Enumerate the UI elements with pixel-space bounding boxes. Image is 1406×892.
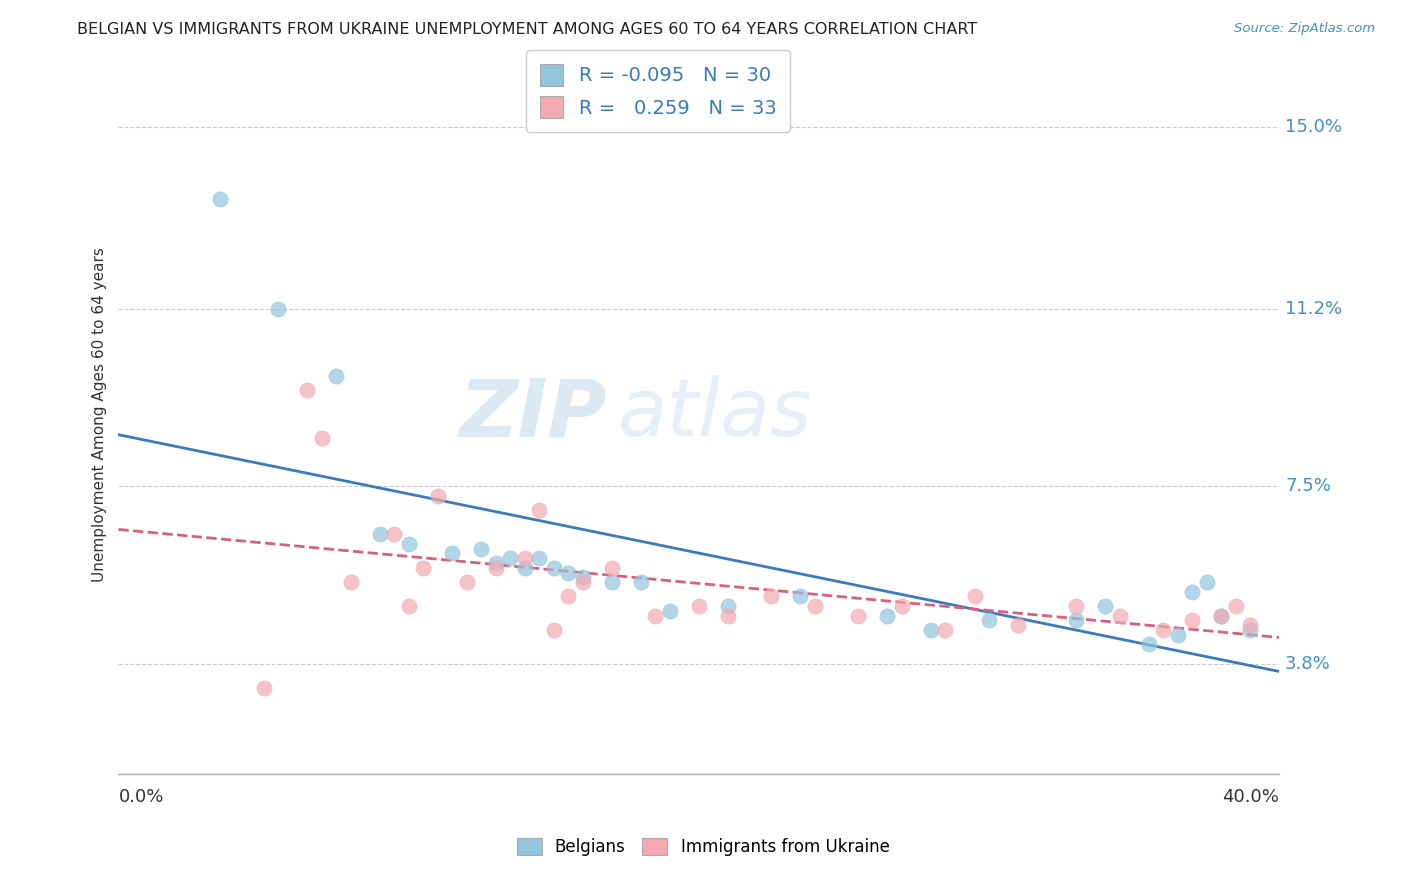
Point xyxy=(398,599,420,613)
Point xyxy=(1181,584,1204,599)
Point xyxy=(485,560,508,574)
Point xyxy=(848,608,870,623)
Point xyxy=(1094,599,1116,613)
Point xyxy=(368,527,391,541)
Legend: R = -0.095   N = 30, R =   0.259   N = 33: R = -0.095 N = 30, R = 0.259 N = 33 xyxy=(526,50,790,132)
Y-axis label: Unemployment Among Ages 60 to 64 years: Unemployment Among Ages 60 to 64 years xyxy=(93,247,107,582)
Point xyxy=(804,599,827,613)
Text: atlas: atlas xyxy=(617,376,813,453)
Point xyxy=(557,590,579,604)
Point xyxy=(600,560,623,574)
Text: 11.2%: 11.2% xyxy=(1285,300,1343,318)
Point xyxy=(1007,618,1029,632)
Point xyxy=(977,614,1000,628)
Point xyxy=(1064,599,1087,613)
Point xyxy=(339,575,361,590)
Point xyxy=(1064,614,1087,628)
Point xyxy=(644,608,666,623)
Point xyxy=(658,604,681,618)
Point xyxy=(513,560,536,574)
Point xyxy=(934,623,956,637)
Point xyxy=(1152,623,1174,637)
Point xyxy=(543,560,565,574)
Point xyxy=(963,590,986,604)
Point xyxy=(1137,637,1160,651)
Text: BELGIAN VS IMMIGRANTS FROM UKRAINE UNEMPLOYMENT AMONG AGES 60 TO 64 YEARS CORREL: BELGIAN VS IMMIGRANTS FROM UKRAINE UNEMP… xyxy=(77,22,977,37)
Point xyxy=(513,551,536,566)
Point xyxy=(717,599,740,613)
Point xyxy=(557,566,579,580)
Point xyxy=(398,537,420,551)
Point xyxy=(529,503,551,517)
Point xyxy=(543,623,565,637)
Point xyxy=(529,551,551,566)
Text: ZIP: ZIP xyxy=(458,376,606,453)
Point xyxy=(1195,575,1218,590)
Point xyxy=(252,681,274,695)
Point xyxy=(876,608,898,623)
Point xyxy=(499,551,522,566)
Text: 0.0%: 0.0% xyxy=(118,789,165,806)
Point xyxy=(630,575,652,590)
Point xyxy=(311,431,333,445)
Point xyxy=(1211,608,1233,623)
Point xyxy=(789,590,811,604)
Point xyxy=(1167,628,1189,642)
Point xyxy=(571,575,593,590)
Point xyxy=(456,575,478,590)
Point xyxy=(208,192,231,206)
Text: 7.5%: 7.5% xyxy=(1285,477,1331,495)
Point xyxy=(1211,608,1233,623)
Point xyxy=(412,560,434,574)
Legend: Belgians, Immigrants from Ukraine: Belgians, Immigrants from Ukraine xyxy=(506,828,900,866)
Point xyxy=(600,575,623,590)
Point xyxy=(295,384,318,398)
Text: 40.0%: 40.0% xyxy=(1222,789,1279,806)
Point xyxy=(920,623,942,637)
Point xyxy=(717,608,740,623)
Point xyxy=(761,590,783,604)
Point xyxy=(485,556,508,570)
Point xyxy=(688,599,710,613)
Point xyxy=(470,541,492,556)
Text: 3.8%: 3.8% xyxy=(1285,655,1330,673)
Point xyxy=(325,368,347,383)
Point xyxy=(441,546,464,560)
Text: 15.0%: 15.0% xyxy=(1285,118,1341,136)
Point xyxy=(571,570,593,584)
Text: Source: ZipAtlas.com: Source: ZipAtlas.com xyxy=(1234,22,1375,36)
Point xyxy=(382,527,405,541)
Point xyxy=(1239,618,1261,632)
Point xyxy=(267,301,290,316)
Point xyxy=(1181,614,1204,628)
Point xyxy=(1239,623,1261,637)
Point xyxy=(1225,599,1247,613)
Point xyxy=(1108,608,1130,623)
Point xyxy=(426,489,449,503)
Point xyxy=(891,599,914,613)
